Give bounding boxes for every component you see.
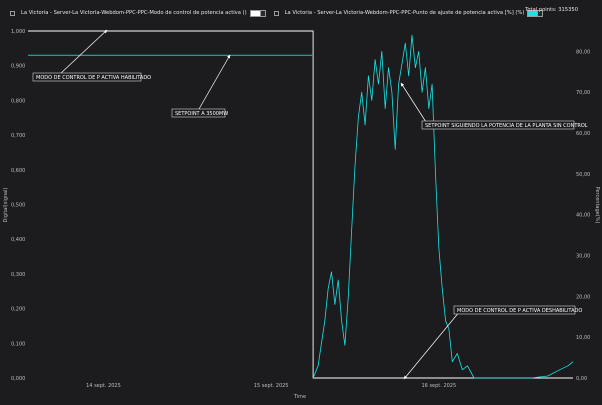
annotation-text: MODO DE CONTROL DE P ACTIVA DESHABILITAD… — [457, 308, 582, 314]
y-right-tick-label: 70,00 — [576, 90, 590, 96]
y-left-tick-label: 0,600 — [11, 168, 25, 174]
y-left-axis-label: Digital(signal) — [3, 188, 9, 223]
legend: La Victoria - Server-La Victoria-Webdom-… — [10, 7, 592, 19]
y-left-tick-label: 0,000 — [11, 376, 25, 382]
legend-label-mode: La Victoria - Server-La Victoria-Webdom-… — [21, 10, 247, 16]
annotation-arrow — [400, 82, 427, 123]
y-right-tick-label: 80,00 — [576, 49, 590, 55]
legend-color-dropdown-white[interactable] — [260, 9, 266, 17]
y-left-tick-label: 0,500 — [11, 203, 25, 209]
x-axis-label: Time — [293, 394, 306, 400]
annotation-text: SETPOINT SIGUIENDO LA POTENCIA DE LA PLA… — [425, 123, 588, 129]
y-right-axis-label: Percentage(%) — [594, 187, 600, 224]
annotation-arrow — [403, 310, 461, 380]
legend-color-swatch-cyan[interactable] — [527, 9, 539, 17]
legend-color-swatch-white[interactable] — [249, 9, 261, 17]
y-left-tick-label: 0,100 — [11, 341, 25, 347]
legend-checkbox-setpoint[interactable] — [273, 10, 279, 16]
annotation-text: SETPOINT A 3500MW — [175, 111, 228, 117]
legend-item-mode[interactable]: La Victoria - Server-La Victoria-Webdom-… — [10, 9, 266, 17]
y-right-tick-label: 50,00 — [576, 172, 590, 178]
x-tick-label: 15 sept. 2025 — [254, 383, 289, 389]
y-left-tick-label: 0,200 — [11, 307, 25, 313]
total-points: Total points: 315350 — [525, 7, 578, 13]
series-line-2 — [312, 34, 574, 379]
y-right-tick-label: 10,00 — [576, 335, 590, 341]
y-left-tick-label: 0,700 — [11, 133, 25, 139]
annotation-arrow — [59, 29, 108, 75]
annotation-box — [421, 120, 575, 130]
annotation-text: MODO DE CONTROL DE P ACTIVA HABILITADO — [36, 75, 151, 81]
x-tick-label: 14 sept. 2025 — [86, 383, 121, 389]
y-right-tick-label: 20,00 — [576, 294, 590, 300]
total-points-label: Total points: — [525, 7, 557, 13]
y-right-tick-label: 0,00 — [576, 376, 587, 382]
legend-color-dropdown-cyan[interactable] — [538, 9, 544, 17]
y-left-tick-label: 0,900 — [11, 64, 25, 70]
annotation-box — [453, 305, 576, 315]
y-left-tick-label: 1,000 — [11, 29, 25, 35]
total-points-value: 315350 — [558, 7, 578, 13]
annotation-arrow — [198, 54, 231, 110]
annotation-box — [171, 108, 226, 118]
y-right-tick-label: 40,00 — [576, 213, 590, 219]
legend-checkbox-mode[interactable] — [10, 10, 15, 16]
y-left-tick-label: 0,300 — [11, 272, 25, 278]
y-left-tick-label: 0,400 — [11, 237, 25, 243]
x-tick-label: 16 sept. 2025 — [422, 383, 457, 389]
y-right-tick-label: 60,00 — [576, 131, 590, 137]
y-left-tick-label: 0,800 — [11, 98, 25, 104]
series-line-0 — [28, 30, 573, 379]
y-right-tick-label: 30,00 — [576, 254, 590, 260]
legend-item-setpoint[interactable]: La Victoria - Server-La Victoria-Webdom-… — [273, 9, 544, 17]
annotation-box — [32, 72, 142, 82]
legend-label-setpoint: La Victoria - Server-La Victoria-Webdom-… — [284, 10, 525, 16]
